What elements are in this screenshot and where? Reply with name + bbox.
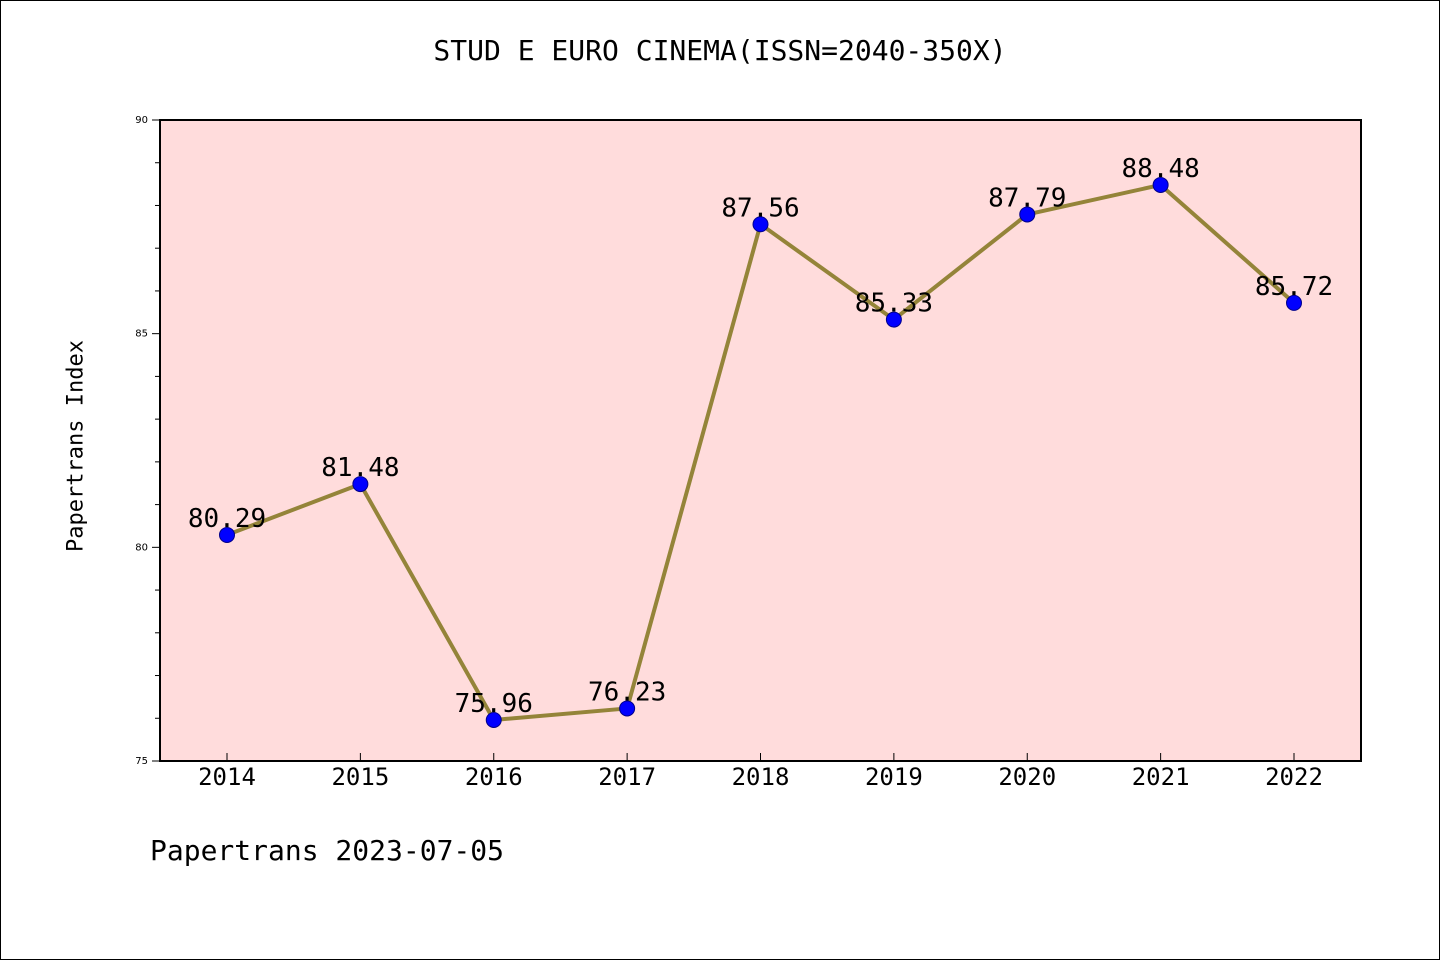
y-tick-label: 75	[135, 756, 148, 767]
x-tick-label: 2018	[732, 763, 790, 791]
data-label: 88.48	[1121, 154, 1199, 184]
x-tick-label: 2021	[1132, 763, 1190, 791]
data-point	[885, 311, 902, 328]
y-axis-ticks: 75 80 85 90	[135, 115, 160, 767]
x-tick-label: 2022	[1265, 763, 1323, 791]
data-point	[752, 216, 769, 233]
data-point	[219, 526, 235, 543]
data-label: 75.96	[455, 689, 533, 719]
data-point	[619, 700, 636, 717]
y-tick-label: 85	[135, 329, 148, 340]
data-point	[1019, 206, 1036, 223]
data-point	[352, 476, 369, 493]
data-label: 76.23	[588, 677, 666, 707]
data-label: 80.29	[188, 504, 266, 534]
x-tick-label: 2019	[865, 763, 923, 791]
x-tick-label: 2014	[198, 763, 256, 791]
data-label: 81.48	[321, 453, 399, 483]
y-tick-label: 90	[135, 115, 148, 126]
y-tick-label: 80	[135, 542, 148, 553]
data-point	[1286, 294, 1302, 311]
data-labels: 80.29 81.48 75.96 76.23 87.56 85.33 87.79 88.48…	[188, 154, 1333, 719]
chart-title: STUD E EURO CINEMA(ISSN=2040-350X)	[433, 34, 1007, 67]
x-tick-label: 2015	[331, 763, 389, 791]
data-point	[485, 711, 502, 728]
data-label: 85.72	[1255, 272, 1333, 302]
x-tick-label: 2016	[465, 763, 523, 791]
x-tick-label: 2017	[598, 763, 656, 791]
data-point	[1152, 176, 1169, 193]
data-markers	[219, 176, 1302, 728]
data-label: 87.79	[988, 183, 1066, 213]
x-axis-ticks: 2014 2015 2016 2017 2018 2019 2020 2021 2022	[198, 753, 1323, 791]
footer-caption: Papertrans 2023-07-05	[150, 834, 505, 867]
data-label: 87.56	[721, 193, 799, 223]
data-label: 85.33	[855, 289, 933, 319]
x-tick-label: 2020	[998, 763, 1056, 791]
